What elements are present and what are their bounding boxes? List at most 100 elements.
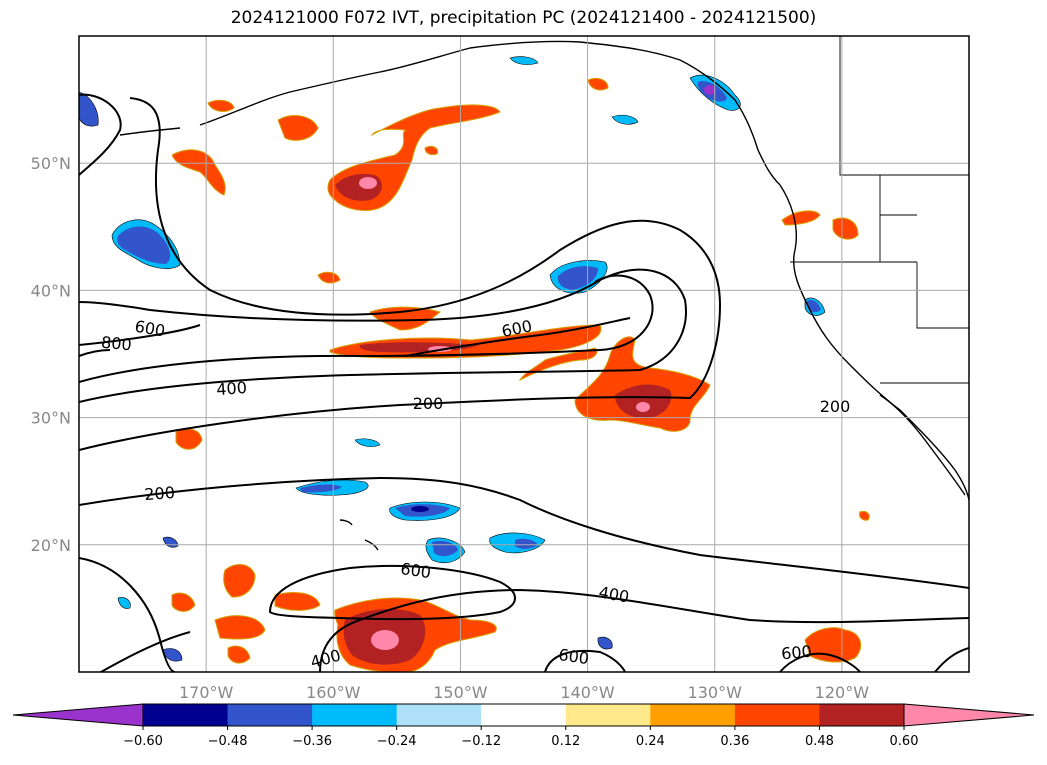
precip-negative-core [515, 538, 538, 549]
ivt-contour-600 [779, 652, 861, 672]
lon-tick-label: 170°W [179, 683, 234, 702]
colorbar-frame [142, 703, 905, 727]
colorbar-tick-label: −0.48 [208, 734, 248, 749]
colorbar-segment [650, 704, 736, 726]
precip-positive-area [207, 99, 235, 112]
precip-positive-area [277, 115, 319, 141]
colorbar-tick-label: 0.60 [890, 734, 919, 749]
map-title: 2024121000 F072 IVT, precipitation PC (2… [230, 8, 817, 28]
colorbar-tick-label: −0.36 [292, 734, 332, 749]
contour-label: 200 [820, 397, 851, 416]
ivt-contour-200 [79, 93, 122, 176]
contour-label: 800 [100, 333, 132, 355]
contour-label: 600 [557, 645, 590, 668]
precip-positive-area [227, 645, 251, 664]
colorbar-tick-label: −0.12 [461, 734, 501, 749]
precip-positive-area [171, 149, 226, 196]
canada-us-border [839, 36, 969, 176]
precip-negative-core [117, 226, 171, 264]
ivt-contour-200 [99, 631, 191, 672]
contour-label: 600 [399, 559, 432, 582]
precip-negative-area [162, 536, 179, 548]
precip-positive-area [274, 592, 321, 611]
ivt-contour-600 [544, 649, 626, 672]
colorbar-tick-label: 0.24 [636, 734, 665, 749]
precip-negative-peak [704, 85, 716, 95]
precip-positive-area [804, 627, 862, 663]
ivt-contour-400 [319, 588, 969, 672]
ivt-contour-600 [934, 647, 969, 672]
ivt-contour-200 [79, 97, 722, 451]
ivt-contour-400 [79, 268, 687, 403]
ivt-contours [79, 93, 969, 672]
hawaiian-islands [339, 519, 379, 551]
borders [790, 36, 969, 384]
precip-negative-area [79, 91, 99, 127]
lat-tick-label: 30°N [31, 409, 71, 428]
lat-tick-label: 20°N [31, 536, 71, 555]
precip-positive-area [214, 615, 266, 640]
coastlines [119, 40, 969, 551]
colorbar-segment [312, 704, 398, 726]
colorbar-extend-high [903, 703, 1035, 727]
colorbar-segment [396, 704, 482, 726]
precip-negative-area [162, 648, 183, 662]
precip-positive-area [223, 564, 256, 598]
precip-positive-area [175, 428, 203, 450]
precip-negative-area [611, 114, 639, 125]
precip-positive-core [615, 384, 672, 419]
precip-positive-area [424, 145, 439, 156]
precip-positive-area [832, 217, 859, 240]
contour-label: 400 [216, 378, 248, 399]
precip-negative-peak [411, 506, 429, 512]
aleutian-islands [119, 127, 181, 136]
ivt-contour-600 [404, 317, 631, 357]
colorbar-segment [565, 704, 651, 726]
precip-negative-core [300, 484, 342, 493]
colorbar-segment [481, 704, 567, 726]
colorbar: −0.60 −0.48 −0.36 −0.24 −0.12 0.12 0.24 0.36 0.4… [12, 703, 1035, 749]
ivt-contour-600 [79, 274, 654, 383]
baja-california [879, 394, 966, 496]
precip-negative-area [117, 597, 131, 609]
precip-positive-area [587, 77, 609, 91]
north-america-west-coast [779, 184, 969, 501]
lon-tick-label: 120°W [815, 683, 870, 702]
colorbar-extend-low [12, 703, 144, 727]
lon-tick-labels: 170°W 160°W 150°W 140°W 130°W 120°W [179, 683, 869, 702]
precip-positive-area [781, 210, 821, 226]
precip-positive-area [574, 336, 711, 432]
colorbar-segment [819, 704, 905, 726]
precip-field [79, 56, 870, 672]
colorbar-segment [143, 704, 229, 726]
lon-tick-label: 160°W [306, 683, 361, 702]
colorbar-tick-label: 0.48 [805, 734, 834, 749]
precip-positive-area [518, 347, 598, 382]
precip-peak [359, 177, 377, 189]
contour-label: 200 [144, 483, 176, 504]
lat-tick-labels: 50°N 40°N 30°N 20°N [31, 154, 71, 555]
lat-tick-label: 40°N [31, 281, 71, 300]
precip-negative-core [807, 300, 821, 313]
contour-label: 400 [308, 646, 342, 672]
lon-tick-label: 140°W [560, 683, 615, 702]
map-frame [78, 35, 970, 673]
precip-positive-area [171, 592, 196, 612]
colorbar-tick-label: 0.36 [720, 734, 749, 749]
contour-label: 600 [780, 642, 812, 664]
lon-tick-label: 150°W [433, 683, 488, 702]
precip-negative-area [597, 636, 613, 650]
ivt-contour-400 [79, 557, 176, 672]
contour-label: 400 [597, 583, 630, 607]
ivt-contour-600 [268, 564, 516, 621]
precip-negative-area [509, 56, 539, 65]
precip-negative-area [354, 438, 381, 447]
precip-positive-area [329, 324, 602, 359]
colorbar-segment [227, 704, 313, 726]
colorbar-segment [734, 704, 820, 726]
precip-peak [636, 402, 650, 412]
ivt-contour-600 [79, 324, 201, 346]
ivt-contour-200 [79, 476, 969, 589]
contour-label: 200 [413, 394, 444, 413]
